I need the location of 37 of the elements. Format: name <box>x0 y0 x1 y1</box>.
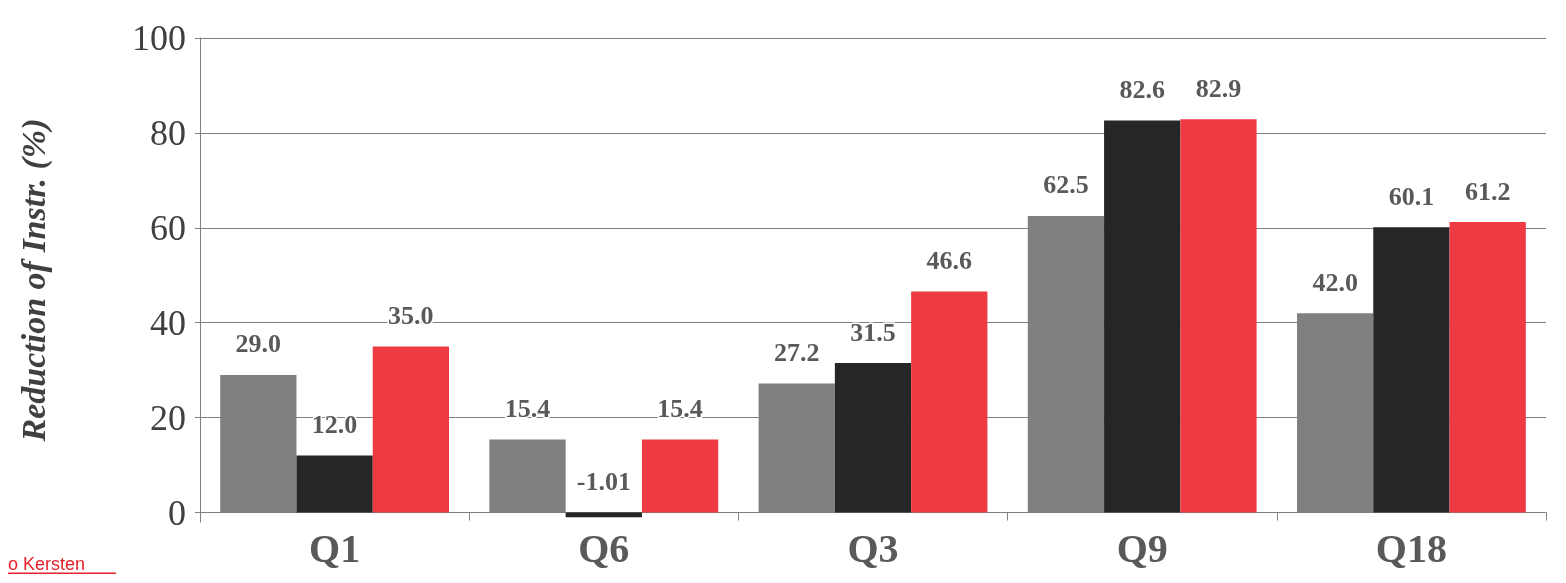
y-tick-label: 40 <box>150 302 186 343</box>
x-tick-label: Q18 <box>1375 525 1447 571</box>
y-tick-label: 0 <box>168 492 186 533</box>
data-label: 15.4 <box>504 393 551 423</box>
data-label: 27.2 <box>773 337 820 367</box>
x-tick-label: Q6 <box>578 525 630 571</box>
bar <box>372 346 450 513</box>
y-tick-label: 100 <box>132 18 186 58</box>
y-tick-label: 20 <box>150 397 186 438</box>
bar <box>296 455 373 513</box>
text: o Kersten <box>8 554 86 574</box>
data-label: -1.01 <box>576 467 631 497</box>
bar <box>834 363 912 513</box>
bar <box>911 291 988 513</box>
data-label: 42.0 <box>1312 267 1358 297</box>
bar <box>1180 119 1257 513</box>
bar <box>1373 227 1450 513</box>
y-tick-label: 80 <box>150 112 186 153</box>
data-label: 29.0 <box>235 329 282 359</box>
data-label: 62.5 <box>1043 170 1089 200</box>
x-tick-label: Q3 <box>847 525 899 571</box>
x-tick-label: Q1 <box>309 525 361 571</box>
y-tick-label: 60 <box>150 207 186 248</box>
data-label: 12.0 <box>311 410 358 440</box>
x-tick-label: Q9 <box>1116 525 1168 571</box>
data-label: 31.5 <box>850 317 896 347</box>
data-label: 82.6 <box>1119 75 1165 105</box>
data-label: 46.6 <box>926 245 973 275</box>
data-label: 15.4 <box>657 393 703 423</box>
bar <box>1104 120 1181 513</box>
bar <box>489 439 566 513</box>
y-axis-title: Reduction of Instr. (%) <box>14 118 53 443</box>
bar <box>641 439 719 513</box>
bar <box>1449 222 1526 513</box>
data-label: 82.9 <box>1195 73 1242 103</box>
data-label: 61.2 <box>1464 176 1511 206</box>
data-label: 60.1 <box>1388 181 1435 211</box>
